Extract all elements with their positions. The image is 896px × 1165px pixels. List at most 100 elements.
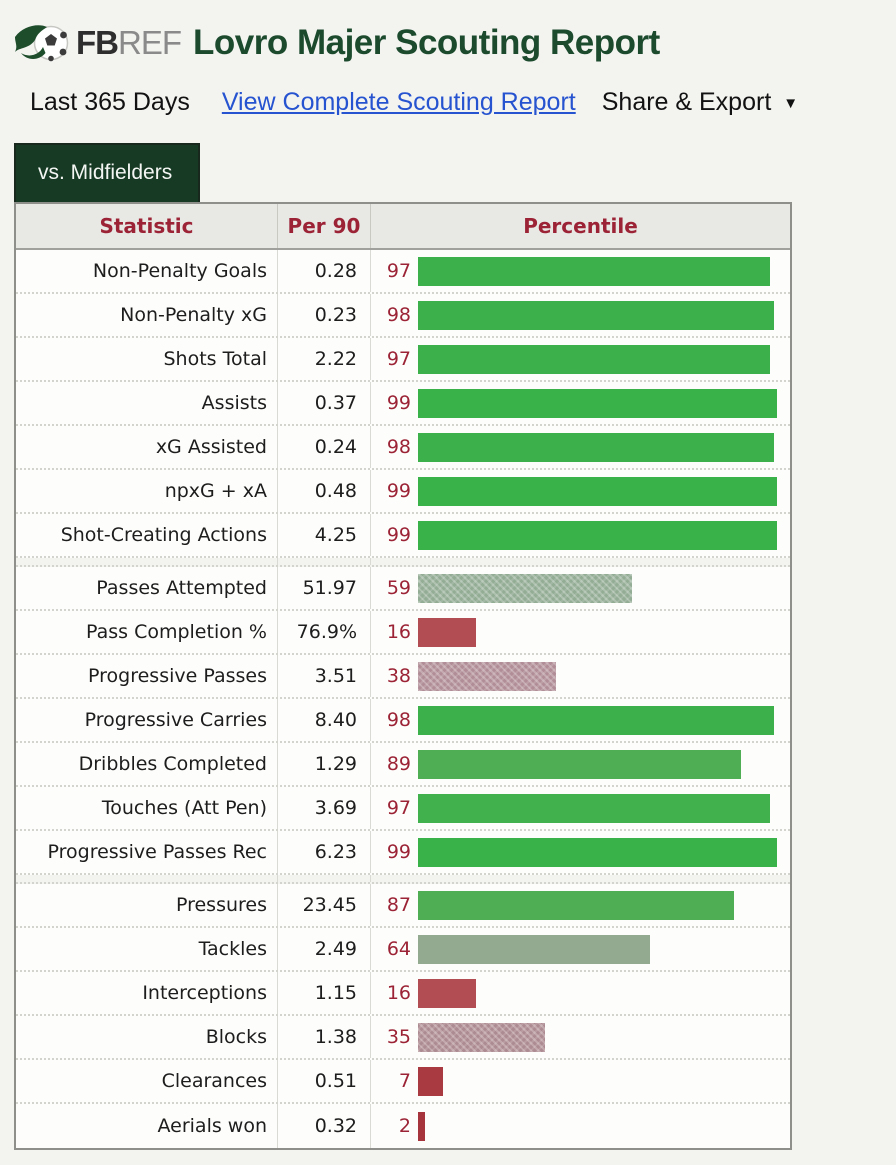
percentile-bar	[418, 793, 771, 823]
percentile-value: 99	[386, 392, 411, 414]
stat-name: Dribbles Completed	[16, 743, 278, 785]
percentile-bar	[418, 1066, 444, 1096]
percentile-cell: 99	[371, 470, 790, 512]
table-row: Interceptions 1.15 16	[16, 972, 790, 1016]
percentile-bar	[418, 934, 651, 964]
group-separator	[16, 558, 790, 567]
percentile-cell: 89	[371, 743, 790, 785]
per90-value: 0.23	[278, 294, 371, 336]
percentile-cell: 59	[371, 567, 790, 609]
stat-name: Tackles	[16, 928, 278, 970]
table-row: Clearances 0.51 7	[16, 1060, 790, 1104]
table-body: Non-Penalty Goals 0.28 97 Non-Penalty xG 0.2…	[16, 250, 790, 1148]
per90-value: 2.49	[278, 928, 371, 970]
stat-name: Pressures	[16, 884, 278, 926]
stat-name: Pass Completion %	[16, 611, 278, 653]
per90-value: 0.51	[278, 1060, 371, 1102]
percentile-bar-track	[418, 934, 781, 964]
table-row: Blocks 1.38 35	[16, 1016, 790, 1060]
per90-value: 23.45	[278, 884, 371, 926]
percentile-value: 97	[386, 260, 411, 282]
percentile-value: 87	[386, 894, 411, 916]
table-header-row: Statistic Per 90 Percentile	[16, 204, 790, 250]
table-row: Progressive Passes 3.51 38	[16, 655, 790, 699]
share-export-menu[interactable]: Share & Export ▼	[602, 88, 798, 117]
stat-name: Aerials won	[16, 1104, 278, 1148]
stat-name: Non-Penalty Goals	[16, 250, 278, 292]
fbref-hawk-ball-icon	[15, 25, 69, 62]
view-complete-report-link[interactable]: View Complete Scouting Report	[221, 88, 576, 116]
percentile-bar-track	[418, 432, 781, 462]
percentile-bar	[418, 256, 771, 286]
percentile-cell: 99	[371, 514, 790, 556]
percentile-value: 16	[386, 982, 411, 1004]
page-title: Lovro Majer Scouting Report	[193, 23, 660, 62]
table-row: Touches (Att Pen) 3.69 97	[16, 787, 790, 831]
percentile-value: 89	[386, 753, 411, 775]
logo-text-fb: FB	[76, 24, 119, 61]
percentile-value: 7	[398, 1070, 411, 1092]
percentile-cell: 97	[371, 787, 790, 829]
report-toolbar: Last 365 Days View Complete Scouting Rep…	[30, 88, 896, 117]
tab-vs-midfielders[interactable]: vs. Midfielders	[14, 143, 201, 202]
per90-value: 0.32	[278, 1104, 371, 1148]
table-row: npxG + xA 0.48 99	[16, 470, 790, 514]
percentile-bar-track	[418, 1022, 781, 1052]
per90-value: 0.24	[278, 426, 371, 468]
percentile-value: 97	[386, 797, 411, 819]
percentile-bar-track	[418, 476, 781, 506]
table-row: Pressures 23.45 87	[16, 884, 790, 928]
stat-name: Blocks	[16, 1016, 278, 1058]
per90-value: 1.15	[278, 972, 371, 1014]
fbref-logo: FB REF	[14, 22, 182, 64]
percentile-cell: 38	[371, 655, 790, 697]
percentile-bar-track	[418, 1066, 781, 1096]
per90-value: 0.48	[278, 470, 371, 512]
percentile-value: 59	[386, 577, 411, 599]
percentile-bar	[418, 1022, 546, 1052]
stat-name: xG Assisted	[16, 426, 278, 468]
percentile-bar	[418, 705, 774, 735]
percentile-bar-track	[418, 1111, 781, 1141]
percentile-value: 97	[386, 348, 411, 370]
percentile-cell: 97	[371, 250, 790, 292]
percentile-cell: 99	[371, 831, 790, 873]
per90-value: 0.28	[278, 250, 371, 292]
column-header-per90: Per 90	[278, 204, 371, 248]
percentile-bar	[418, 432, 774, 462]
percentile-value: 98	[386, 709, 411, 731]
caret-down-icon: ▼	[783, 95, 799, 112]
stat-name: Interceptions	[16, 972, 278, 1014]
percentile-value: 16	[386, 621, 411, 643]
table-row: Aerials won 0.32 2	[16, 1104, 790, 1148]
percentile-bar	[418, 520, 778, 550]
percentile-value: 99	[386, 841, 411, 863]
percentile-cell: 87	[371, 884, 790, 926]
percentile-cell: 16	[371, 611, 790, 653]
table-row: Progressive Carries 8.40 98	[16, 699, 790, 743]
period-filter[interactable]: Last 365 Days	[30, 88, 190, 116]
percentile-bar	[418, 890, 734, 920]
column-header-percentile: Percentile	[523, 214, 638, 238]
stat-name: Assists	[16, 382, 278, 424]
percentile-bar	[418, 300, 774, 330]
stat-name: npxG + xA	[16, 470, 278, 512]
per90-value: 1.29	[278, 743, 371, 785]
percentile-value: 35	[386, 1026, 411, 1048]
percentile-bar-track	[418, 617, 781, 647]
per90-value: 3.69	[278, 787, 371, 829]
table-row: Progressive Passes Rec 6.23 99	[16, 831, 790, 875]
percentile-cell: 98	[371, 426, 790, 468]
percentile-value: 38	[386, 665, 411, 687]
per90-value: 76.9%	[278, 611, 371, 653]
percentile-bar-track	[418, 573, 781, 603]
percentile-cell: 16	[371, 972, 790, 1014]
percentile-bar-track	[418, 520, 781, 550]
stat-name: Shots Total	[16, 338, 278, 380]
stat-name: Progressive Passes Rec	[16, 831, 278, 873]
percentile-bar-track	[418, 300, 781, 330]
percentile-bar-track	[418, 890, 781, 920]
stat-name: Touches (Att Pen)	[16, 787, 278, 829]
percentile-bar	[418, 661, 556, 691]
